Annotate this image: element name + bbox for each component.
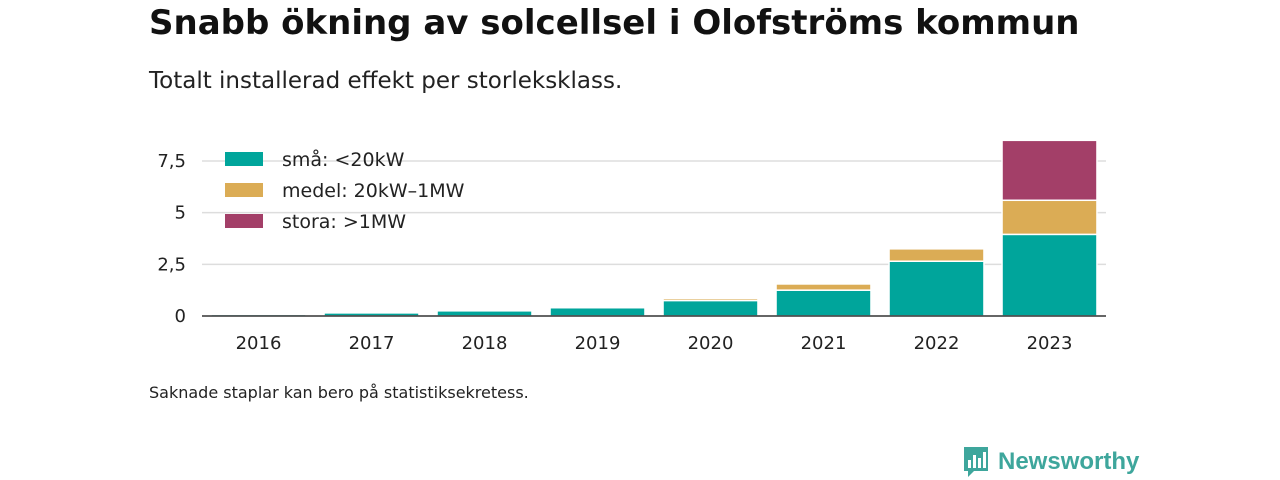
x-tick-label: 2021 <box>801 333 847 354</box>
legend-label: små: <20kW <box>282 148 405 171</box>
bar-segment <box>888 260 985 317</box>
bar-segment <box>1001 233 1098 317</box>
bar-segment <box>436 310 533 317</box>
bar-segment <box>549 306 646 317</box>
legend-label: medel: 20kW–1MW <box>282 180 465 202</box>
x-tick-label: 2022 <box>914 333 960 354</box>
x-tick-label: 2016 <box>236 333 282 354</box>
legend-label: stora: >1MW <box>282 211 406 233</box>
bar-segment <box>662 297 759 302</box>
stacked-bar-chart: 0 2,5 5 7,5 2016 2017 2018 2019 2020 2021 2022 202… <box>157 139 1106 354</box>
y-tick-label: 5 <box>175 203 186 224</box>
legend: små: <20kW medel: 20kW–1MW stora: >1MW <box>225 148 465 233</box>
x-tick-label: 2020 <box>688 333 734 354</box>
bar-segment <box>1001 199 1098 236</box>
footnote: Saknade staplar kan bero på statistiksek… <box>149 383 529 402</box>
y-tick-label: 2,5 <box>157 254 186 275</box>
bar-segment <box>888 248 985 262</box>
chart-subtitle: Totalt installerad effekt per storlekskl… <box>149 68 623 94</box>
bar-segment <box>775 283 872 291</box>
x-tick-label: 2018 <box>462 333 508 354</box>
y-axis-tick-labels: 0 2,5 5 7,5 <box>157 151 186 327</box>
bar-segment <box>662 299 759 317</box>
x-tick-label: 2019 <box>575 333 621 354</box>
y-tick-label: 0 <box>175 306 186 327</box>
legend-swatch <box>225 214 263 228</box>
bar-chart-logo-icon <box>964 447 988 477</box>
x-tick-label: 2017 <box>349 333 395 354</box>
bar-segment <box>1001 139 1098 202</box>
brand-name: Newsworthy <box>998 448 1140 475</box>
chart-title: Snabb ökning av solcellsel i Olofströms … <box>149 3 1080 43</box>
brand-logo: Newsworthy <box>962 444 1139 480</box>
y-tick-label: 7,5 <box>157 151 186 172</box>
x-axis-tick-labels: 2016 2017 2018 2019 2020 2021 2022 2023 <box>236 333 1073 354</box>
x-tick-label: 2023 <box>1027 333 1073 354</box>
bar-segment <box>775 289 872 317</box>
legend-swatch <box>225 183 263 197</box>
legend-swatch <box>225 152 263 166</box>
